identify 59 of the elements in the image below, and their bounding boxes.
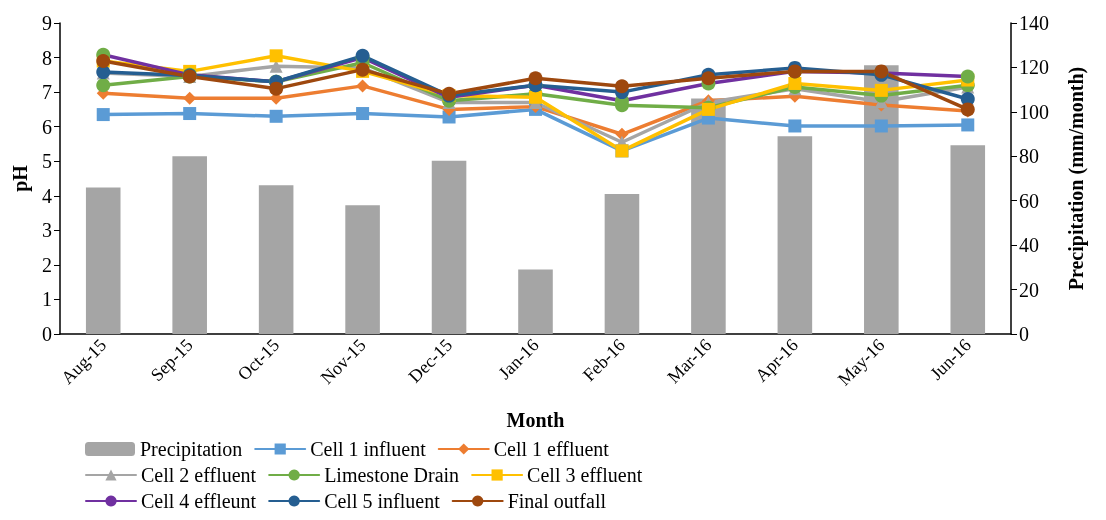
bar <box>604 194 640 334</box>
point <box>269 49 283 63</box>
point <box>788 76 802 90</box>
point <box>183 91 197 105</box>
point <box>960 69 975 84</box>
bar <box>85 187 121 334</box>
legend-label: Cell 1 influent <box>310 438 427 460</box>
legend-label: Final outfall <box>507 490 607 512</box>
y-tick-label: 9 <box>42 12 52 34</box>
point <box>614 79 629 94</box>
legend-label: Precipitation <box>140 438 243 461</box>
y-tick-label: 5 <box>42 150 52 173</box>
point <box>701 71 716 86</box>
bar <box>258 185 294 334</box>
point <box>874 119 888 133</box>
y-tick-label: 0 <box>42 323 52 345</box>
y2-tick-label: 40 <box>1019 234 1039 257</box>
y2-tick-label: 20 <box>1019 278 1039 301</box>
point <box>96 108 110 122</box>
legend-label: Cell 2 effluent <box>141 464 257 486</box>
point <box>356 79 370 93</box>
legend-label: Cell 5 influent <box>324 490 441 512</box>
y2-tick-label: 0 <box>1019 323 1029 345</box>
y-tick-label: 2 <box>42 253 52 276</box>
y-tick-label: 4 <box>42 184 52 207</box>
y2-axis-title: Precipitation (mm/month) <box>1065 66 1088 291</box>
y-tick-label: 7 <box>42 81 52 104</box>
point <box>269 109 283 123</box>
x-axis-title: Month <box>506 409 565 431</box>
legend-label: Cell 1 effluent <box>493 438 610 460</box>
point <box>529 90 542 104</box>
point <box>615 127 629 141</box>
y2-tick-label: 80 <box>1019 145 1039 168</box>
legend-label: Limestone Drain <box>324 464 460 486</box>
point <box>269 81 284 96</box>
bar <box>345 205 380 334</box>
legend-label: Cell 3 effluent <box>527 464 643 486</box>
bar <box>777 136 813 334</box>
point <box>961 118 975 132</box>
y-tick-label: 8 <box>42 46 52 69</box>
point <box>874 83 888 97</box>
point <box>528 71 543 86</box>
legend-label: Cell 4 effleunt <box>141 490 257 512</box>
y-tick-label: 6 <box>42 115 52 138</box>
bar <box>950 145 986 334</box>
y2-tick-label: 100 <box>1019 100 1049 123</box>
bar <box>518 269 553 334</box>
point <box>96 78 111 93</box>
point <box>356 107 370 121</box>
y2-tick-label: 60 <box>1019 189 1039 212</box>
point <box>183 107 197 121</box>
y-axis-title: pH <box>9 164 32 192</box>
bar <box>172 156 207 334</box>
y-tick-label: 1 <box>42 288 52 311</box>
point <box>788 119 802 133</box>
bar <box>431 160 467 334</box>
y2-tick-label: 120 <box>1019 56 1049 79</box>
y2-tick-label: 140 <box>1019 12 1049 34</box>
y-tick-label: 3 <box>42 219 52 242</box>
